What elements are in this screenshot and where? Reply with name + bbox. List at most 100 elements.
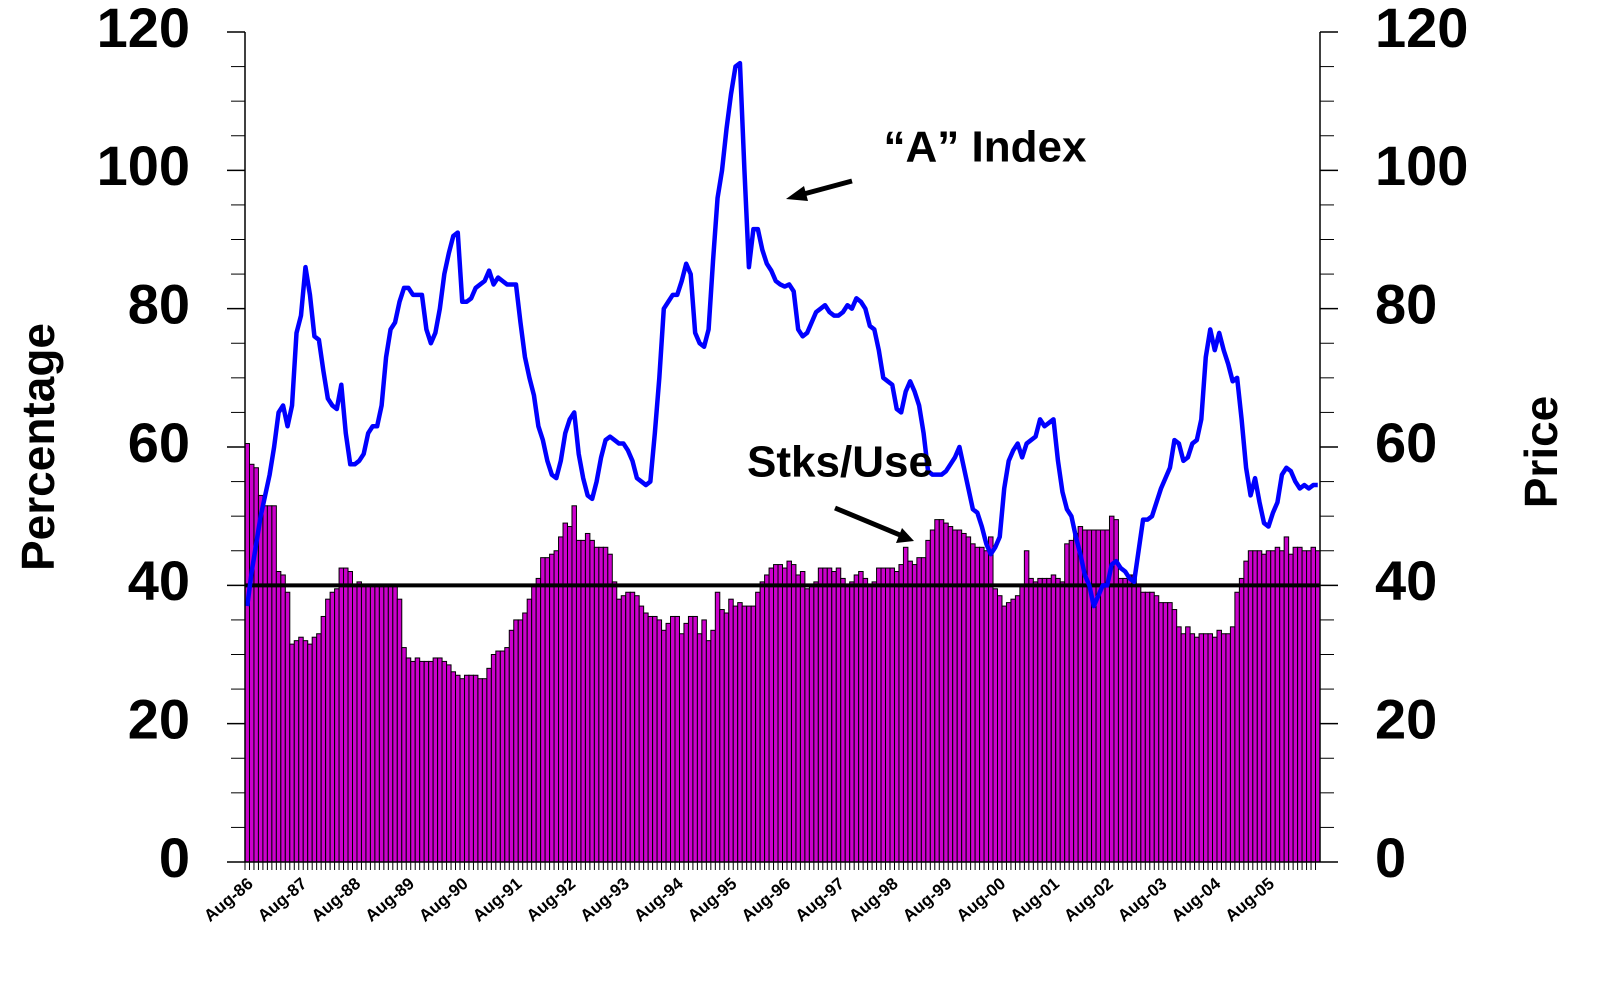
bar [1189, 633, 1196, 863]
bar [1055, 577, 1061, 863]
bar [1113, 519, 1119, 863]
y-tick-label: 0 [159, 826, 190, 889]
bar [885, 567, 891, 863]
bar [643, 612, 649, 863]
bar [423, 660, 430, 863]
bar [387, 584, 394, 863]
bar [338, 567, 345, 863]
bar [1068, 539, 1075, 863]
y2-tick-label: 80 [1375, 272, 1437, 335]
bar [1032, 581, 1039, 863]
y-tick-label: 60 [128, 411, 190, 474]
bar [782, 567, 788, 863]
x-tick-label: Aug-94 [630, 874, 687, 926]
bar [956, 529, 963, 863]
bar [1100, 529, 1106, 863]
bar [952, 529, 958, 863]
bar [889, 567, 895, 863]
bar [535, 577, 542, 863]
bar [329, 591, 336, 863]
bar [320, 615, 327, 863]
bar [360, 584, 367, 863]
bar [1167, 602, 1173, 863]
bar [450, 671, 457, 863]
bar [902, 546, 909, 863]
bar [1301, 550, 1308, 863]
y2-tick-label: 20 [1375, 687, 1437, 750]
bar [1243, 560, 1249, 863]
bar [1297, 546, 1303, 863]
bar [620, 595, 627, 863]
bar [777, 564, 783, 863]
bar [446, 664, 452, 863]
bar [831, 571, 837, 863]
bar [1252, 550, 1258, 863]
bar [804, 588, 810, 863]
bar [1059, 581, 1066, 863]
bar [1073, 532, 1079, 863]
annotation-arrowhead [786, 186, 808, 201]
y-tick-label: 120 [97, 0, 190, 59]
bar [311, 636, 318, 863]
bar [616, 598, 622, 863]
bar [974, 546, 981, 863]
bar [1279, 550, 1285, 863]
bar [983, 550, 990, 863]
bar [580, 539, 586, 863]
bar [271, 505, 277, 863]
bar [880, 567, 887, 863]
bar [719, 609, 725, 863]
bar [1158, 602, 1164, 863]
bar [481, 678, 488, 863]
bar [289, 643, 295, 863]
annotation: Stks/Use [747, 438, 933, 487]
bar [334, 588, 340, 863]
bar [1310, 546, 1317, 863]
bar [862, 577, 869, 863]
x-tick-label: Aug-99 [899, 874, 955, 926]
bar [504, 647, 510, 863]
bar [562, 522, 568, 863]
bar [1064, 543, 1070, 863]
bar [347, 571, 354, 863]
bar [1140, 591, 1146, 863]
x-tick-label: Aug-02 [1060, 874, 1116, 926]
bar [1001, 605, 1007, 863]
bar [257, 494, 264, 863]
bar [970, 543, 976, 863]
x-tick-label: Aug-86 [200, 874, 256, 926]
bar [1095, 529, 1102, 863]
bar [396, 598, 403, 863]
bar [947, 526, 954, 863]
y2-tick-label: 100 [1375, 134, 1468, 197]
bar [1010, 598, 1016, 863]
bar [352, 584, 358, 863]
bar [661, 629, 667, 863]
bar [625, 591, 631, 863]
bar [876, 567, 882, 863]
bar [728, 598, 734, 863]
bar [1306, 550, 1312, 863]
x-tick-label: Aug-05 [1222, 874, 1278, 926]
bar [1176, 626, 1182, 863]
bar [687, 615, 694, 863]
bar [369, 584, 376, 863]
bar [549, 553, 555, 863]
x-tick-label: Aug-91 [469, 874, 525, 926]
bar [1162, 602, 1169, 863]
bar [844, 584, 851, 863]
y-axis-title: Percentage [12, 323, 64, 571]
bar [907, 560, 913, 863]
bar [732, 605, 739, 863]
bar [1019, 584, 1025, 863]
bar [629, 591, 636, 863]
bar [1229, 626, 1236, 863]
bar [602, 546, 609, 863]
bar [284, 591, 291, 863]
x-tick-label: Aug-95 [684, 874, 740, 926]
bar [607, 553, 613, 863]
bar [678, 633, 685, 863]
bar [826, 567, 833, 863]
bar [911, 564, 918, 863]
bar [1028, 577, 1034, 863]
